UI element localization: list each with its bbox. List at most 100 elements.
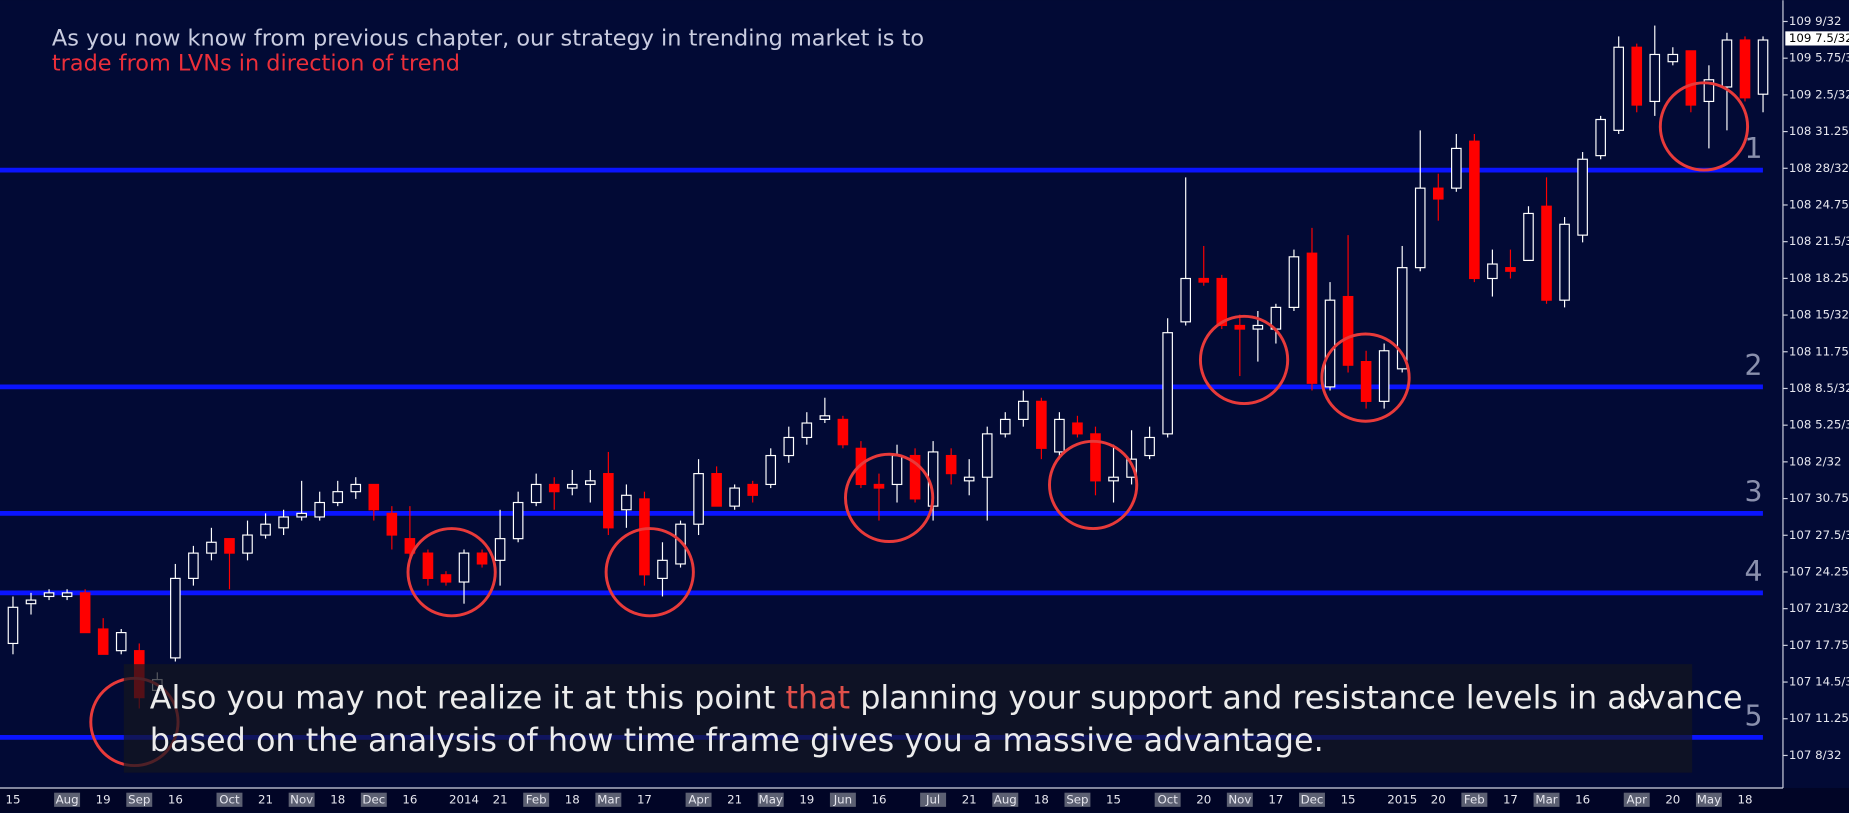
y-tick-label: 108 28/32 (1789, 161, 1849, 175)
x-tick-label: 15 (1341, 792, 1356, 806)
x-tick-label: Apr (688, 792, 709, 806)
candle-body (1378, 350, 1390, 402)
candle-body (242, 534, 253, 554)
x-tick-label: Feb (526, 792, 547, 806)
candle-body (548, 483, 560, 493)
x-tick-box (126, 792, 153, 807)
candle-body (79, 592, 91, 634)
candle-body (224, 538, 235, 554)
y-tick-label: 108 21.5/32 (1789, 234, 1849, 248)
candle-body (1451, 147, 1462, 189)
x-tick-label: May (1697, 792, 1721, 806)
candle-body (1414, 187, 1426, 269)
x-tick-box (920, 792, 947, 807)
candle-body (585, 480, 596, 486)
caption-text: planning your support and resistance lev… (850, 679, 1742, 717)
candle-body (639, 498, 650, 576)
candle-body (1162, 332, 1173, 435)
x-tick-box (829, 792, 856, 807)
candle-body (657, 559, 668, 579)
axes: 109 9/32 109 5.75/32 109 2.5/32 108 31.25/3… (5, 14, 1849, 807)
candle-body (1288, 256, 1300, 308)
candle-body (278, 516, 289, 529)
x-tick-label: Aug (56, 792, 79, 806)
x-tick-label: Oct (1157, 792, 1178, 806)
level-label: 3 (1744, 475, 1762, 508)
title-line: As you now know from previous chapter, o… (52, 26, 924, 52)
candle-body (873, 483, 885, 489)
x-tick-label: Jun (833, 792, 852, 806)
x-tick-label: Nov (290, 792, 313, 806)
x-tick-label: 21 (962, 792, 977, 806)
x-tick-box (1695, 792, 1722, 807)
candle-body (765, 454, 777, 486)
level-label: 4 (1744, 555, 1762, 588)
x-tick-box (595, 792, 622, 807)
y-tick-label: 107 8/32 (1789, 748, 1842, 762)
x-tick-label: 18 (565, 792, 580, 806)
last-price-label: 109 7.5/32 (1789, 31, 1849, 45)
x-tick-box (1299, 792, 1325, 807)
x-tick-box (1226, 792, 1253, 807)
candle-body (530, 483, 542, 504)
y-tick-label: 107 14.5/32 (1789, 675, 1849, 689)
candle-body (458, 552, 470, 583)
x-tick-box (1154, 792, 1181, 807)
candle-body (1144, 436, 1155, 457)
y-tick-label: 107 24.25/32 (1789, 564, 1849, 578)
candle-body (1685, 50, 1697, 106)
y-tick-label: 108 5.25/32 (1789, 418, 1849, 432)
candle-body (188, 552, 199, 579)
circle (844, 452, 935, 543)
y-tick-label: 108 2/32 (1789, 454, 1842, 468)
y-tick-label: 108 11.75/32 (1789, 344, 1849, 358)
y-tick-label: 107 21/32 (1789, 601, 1849, 615)
x-tick-box (360, 792, 387, 807)
y-tick-label: 108 31.25/32 (1789, 124, 1849, 138)
x-tick-label: May (759, 792, 783, 806)
x-tick-label: 2015 (1387, 792, 1417, 806)
y-tick-label: 107 11.25/32 (1789, 711, 1849, 725)
candle-body (675, 523, 686, 565)
candle-body (1180, 277, 1192, 323)
x-tick-label: 19 (799, 792, 814, 806)
candle-body (1721, 39, 1733, 88)
x-tick-box (685, 792, 712, 807)
level-label: 5 (1744, 699, 1762, 732)
x-tick-label: Nov (1228, 792, 1251, 806)
x-tick-box (288, 792, 315, 807)
candle-body (1360, 361, 1372, 402)
y-tick-label: 107 30.75/32 (1789, 491, 1849, 505)
y-tick-label: 108 24.75/32 (1789, 197, 1849, 211)
candle-body (350, 483, 362, 493)
candle-body (1234, 324, 1246, 330)
candle-body (476, 552, 488, 565)
candle-body (1577, 158, 1588, 236)
candle-body (1126, 458, 1137, 478)
candle-body (1432, 187, 1444, 200)
candle-body (404, 538, 416, 554)
x-tick-label: 17 (1503, 792, 1518, 806)
x-tick-label: 18 (1737, 792, 1752, 806)
caption-toggle[interactable] (1633, 698, 1650, 709)
candle-body (97, 628, 109, 655)
candle-body (440, 574, 452, 583)
candle-body (1342, 295, 1354, 366)
x-tick-box (1064, 792, 1091, 807)
candle-body (1703, 79, 1715, 103)
candle-body (981, 433, 993, 478)
x-tick-label: 2014 (449, 792, 479, 806)
candle-body (1252, 324, 1264, 330)
candle-body (566, 483, 578, 489)
candle-body (368, 483, 380, 511)
x-tick-label: Sep (1066, 792, 1088, 806)
candle-body (1595, 118, 1606, 157)
level-label: 2 (1744, 349, 1762, 382)
x-tick-box (992, 792, 1019, 807)
caption-line: Also you may not realize it at this poin… (150, 679, 1743, 717)
candle-body (1036, 400, 1047, 449)
candle-body (1396, 267, 1408, 370)
y-tick-label: 109 9/32 (1789, 14, 1842, 28)
candle-body (1505, 267, 1516, 272)
